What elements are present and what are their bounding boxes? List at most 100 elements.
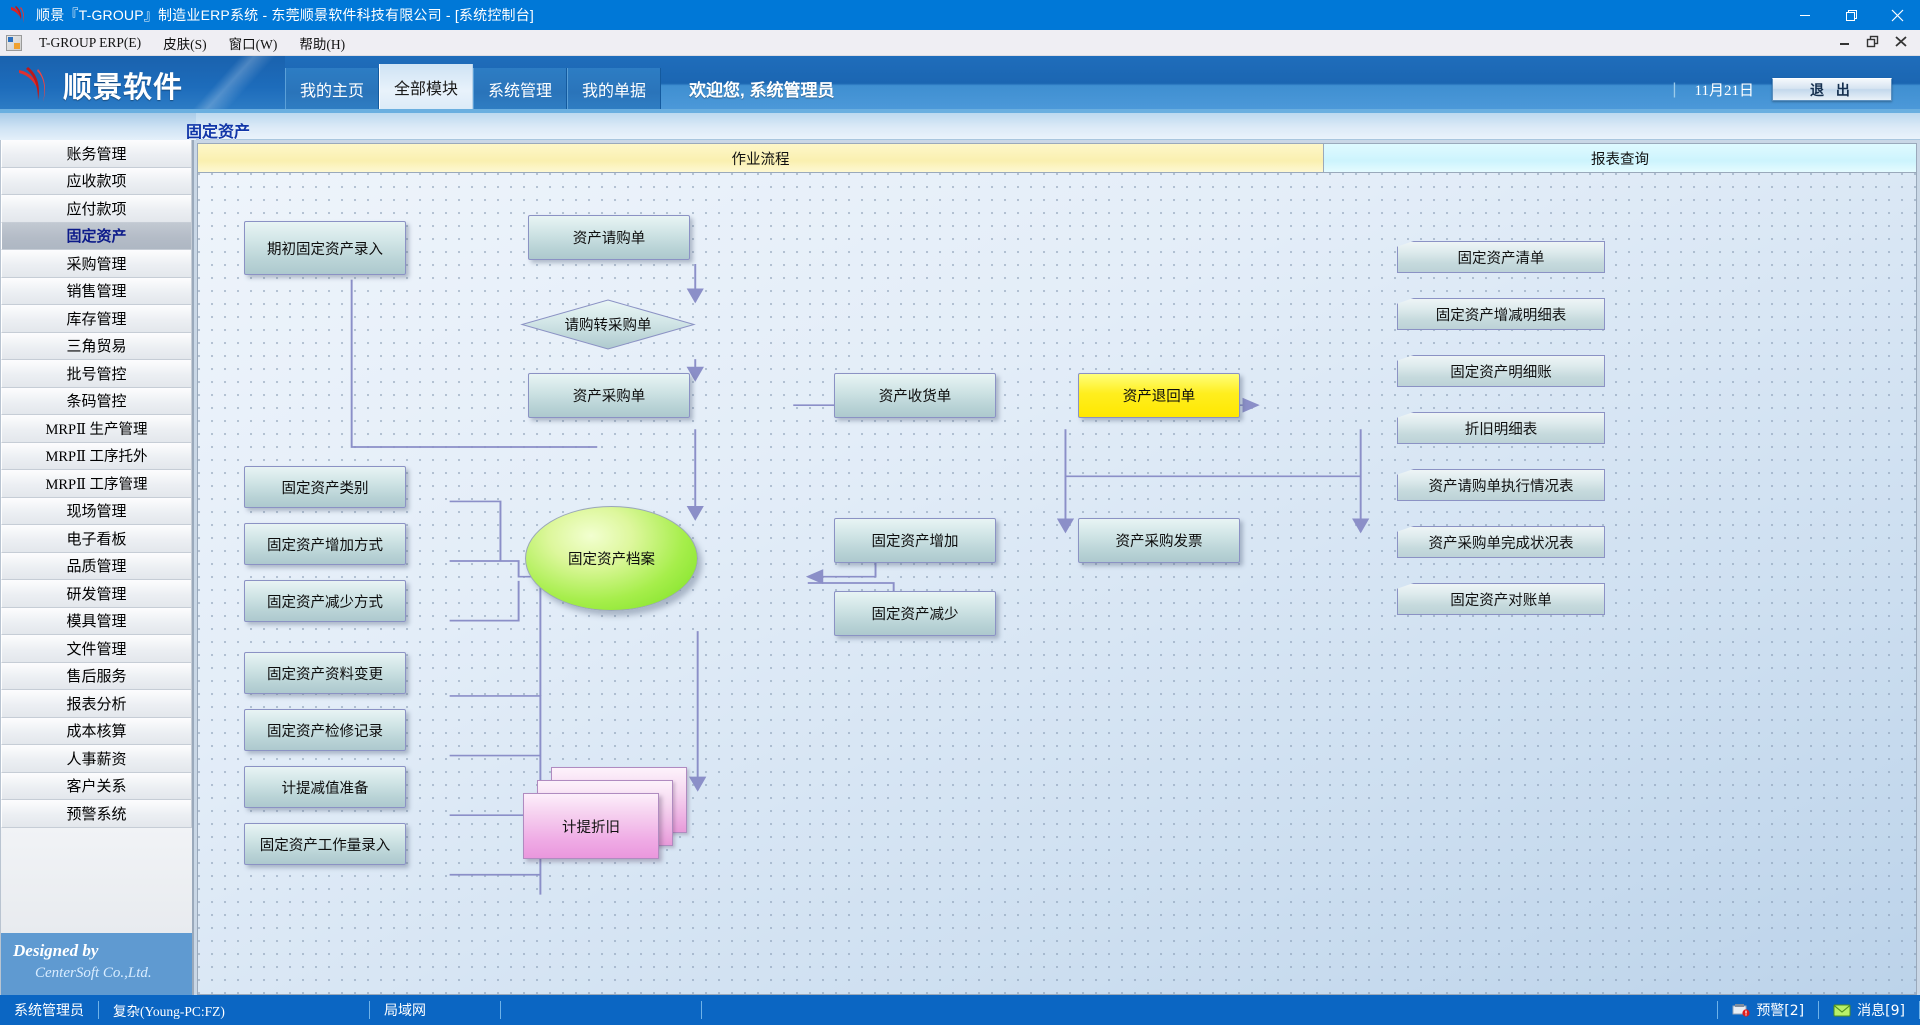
flow-node-n17[interactable]: 固定资产工作量录入 [244,823,406,865]
sidebar-item-label: 条码管控 [66,392,127,411]
report-button-5[interactable]: 资产采购单完成状况表 [1397,526,1605,558]
report-button-label: 固定资产增减明细表 [1435,307,1567,324]
flow-node-n15[interactable]: 固定资产检修记录 [244,709,406,751]
window-minimize-icon[interactable] [1782,0,1828,30]
designed-by-label: Designed by [13,941,99,960]
sidebar-item-8[interactable]: 批号管控 [1,360,192,388]
main-nav: 我的主页 全部模块 系统管理 我的单据 [285,56,662,113]
content-tabs: 作业流程 报表查询 [197,143,1917,173]
menu-item-help[interactable]: 帮助(H) [299,36,346,52]
flow-node-label: 固定资产资料变更 [267,666,383,683]
flow-node-n16[interactable]: 计提减值准备 [244,766,406,808]
flow-node-n1[interactable]: 期初固定资产录入 [244,221,406,275]
sidebar-item-9[interactable]: 条码管控 [1,387,192,415]
nav-tab-home[interactable]: 我的主页 [285,68,380,109]
flow-node-label: 请购转采购单 [564,318,652,334]
sidebar-item-21[interactable]: 成本核算 [1,717,192,745]
status-divider [98,1001,99,1019]
sidebar-item-5[interactable]: 销售管理 [1,277,192,305]
flow-node-n9[interactable]: 固定资产减少方式 [244,580,406,622]
sidebar-item-11[interactable]: MRPⅡ 工序托外 [1,442,192,470]
sidebar-item-17[interactable]: 模具管理 [1,607,192,635]
header-date: 11月21日 [1694,83,1754,99]
window-maximize-icon[interactable] [1828,0,1874,30]
mdi-app-icon [6,34,22,51]
tab-reports[interactable]: 报表查询 [1324,143,1917,173]
flow-node-n2[interactable]: 资产请购单 [528,215,690,260]
sidebar-item-13[interactable]: 现场管理 [1,497,192,525]
flow-node-n13[interactable]: 固定资产减少 [834,591,996,636]
sidebar-item-label: 售后服务 [66,667,127,686]
sidebar-item-0[interactable]: 账务管理 [1,140,192,168]
flow-node-n3[interactable]: 请购转采购单 [520,298,696,351]
sidebar-item-24[interactable]: 预警系统 [1,800,192,828]
flow-node-n8[interactable]: 固定资产增加方式 [244,523,406,565]
sidebar-item-1[interactable]: 应收款项 [1,167,192,195]
report-button-6[interactable]: 固定资产对账单 [1397,583,1605,615]
sidebar-item-6[interactable]: 库存管理 [1,305,192,333]
app-body: 账务管理 应收款项应付款项固定资产 采购管理 销售管理库存管理三角贸易 批号管控条码管控… [0,140,1920,995]
menu-item-erp[interactable]: T-GROUP ERP(E) [39,34,142,50]
flow-node-n4[interactable]: 资产采购单 [528,373,690,418]
flow-node-label: 固定资产减少方式 [267,594,383,611]
report-button-1[interactable]: 固定资产增减明细表 [1397,298,1605,330]
nav-tab-docs[interactable]: 我的单据 [567,68,662,109]
sidebar-item-19[interactable]: 售后服务 [1,662,192,690]
sidebar-item-2[interactable]: 应付款项 [1,195,192,223]
flow-node-n12[interactable]: 资产采购发票 [1078,518,1240,563]
tab-workflow[interactable]: 作业流程 [197,143,1324,173]
report-button-0[interactable]: 固定资产清单 [1397,241,1605,273]
module-strip-left [0,112,196,140]
module-title-strip: 固定资产 [0,112,1920,141]
status-alert-button[interactable]: 预警[2] [1718,995,1818,1025]
flow-node-label: 期初固定资产录入 [267,241,383,258]
status-message-button[interactable]: 消息[9] [1819,995,1919,1025]
mdi-minimize-icon[interactable] [1838,36,1852,51]
sidebar-menu: 账务管理 应收款项应付款项固定资产 采购管理 销售管理库存管理三角贸易 批号管控条码管控… [1,140,192,828]
menu-item-skin[interactable]: 皮肤(S) [163,36,207,52]
flow-node-n7[interactable]: 固定资产类别 [244,466,406,508]
flow-node-n14[interactable]: 固定资产资料变更 [244,652,406,694]
envelope-icon [1833,1003,1851,1017]
sidebar-item-18[interactable]: 文件管理 [1,635,192,663]
sidebar-item-22[interactable]: 人事薪资 [1,745,192,773]
sidebar-item-label: 模具管理 [66,612,127,631]
mdi-restore-icon[interactable] [1866,35,1880,51]
window-close-icon[interactable] [1874,0,1920,30]
flow-node-n11[interactable]: 固定资产增加 [834,518,996,563]
sidebar-item-10[interactable]: MRPⅡ 生产管理 [1,415,192,443]
sidebar-item-23[interactable]: 客户关系 [1,772,192,800]
nav-tab-modules[interactable]: 全部模块 [379,64,474,109]
report-button-label: 资产采购单完成状况表 [1428,535,1574,552]
sidebar-item-7[interactable]: 三角贸易 [1,332,192,360]
sidebar-item-3[interactable]: 固定资产 [1,222,192,250]
sidebar-item-15[interactable]: 品质管理 [1,552,192,580]
report-button-4[interactable]: 资产请购单执行情况表 [1397,469,1605,501]
sidebar-item-16[interactable]: 研发管理 [1,580,192,608]
flow-node-label: 固定资产减少 [871,607,959,623]
status-message-label: 消息[9] [1857,1003,1905,1019]
diamond-shape-icon [520,299,696,350]
flow-node-n5[interactable]: 资产收货单 [834,373,996,418]
flow-node-label: 固定资产检修记录 [267,723,383,740]
sidebar-item-12[interactable]: MRPⅡ 工序管理 [1,470,192,498]
status-divider [369,1001,370,1019]
logout-button[interactable]: 退 出 [1772,78,1892,101]
report-button-label: 折旧明细表 [1464,421,1538,438]
sidebar-item-20[interactable]: 报表分析 [1,690,192,718]
nav-tab-system[interactable]: 系统管理 [473,68,568,109]
flow-node-n18[interactable]: 计提折旧 [523,767,707,863]
report-button-2[interactable]: 固定资产明细账 [1397,355,1605,387]
sidebar-item-label: 应付款项 [66,199,127,218]
alert-icon [1732,1003,1750,1017]
status-divider [1717,1001,1719,1019]
flow-node-n10[interactable]: 固定资产档案 [525,506,698,611]
report-button-3[interactable]: 折旧明细表 [1397,412,1605,444]
flow-node-label: 资产采购发票 [1115,534,1203,550]
sidebar-item-label: 库存管理 [66,309,127,328]
sidebar-item-4[interactable]: 采购管理 [1,250,192,278]
menu-item-window[interactable]: 窗口(W) [228,36,278,52]
sidebar-item-14[interactable]: 电子看板 [1,525,192,553]
mdi-close-icon[interactable] [1894,35,1908,51]
flow-node-n6[interactable]: 资产退回单 [1078,373,1240,418]
